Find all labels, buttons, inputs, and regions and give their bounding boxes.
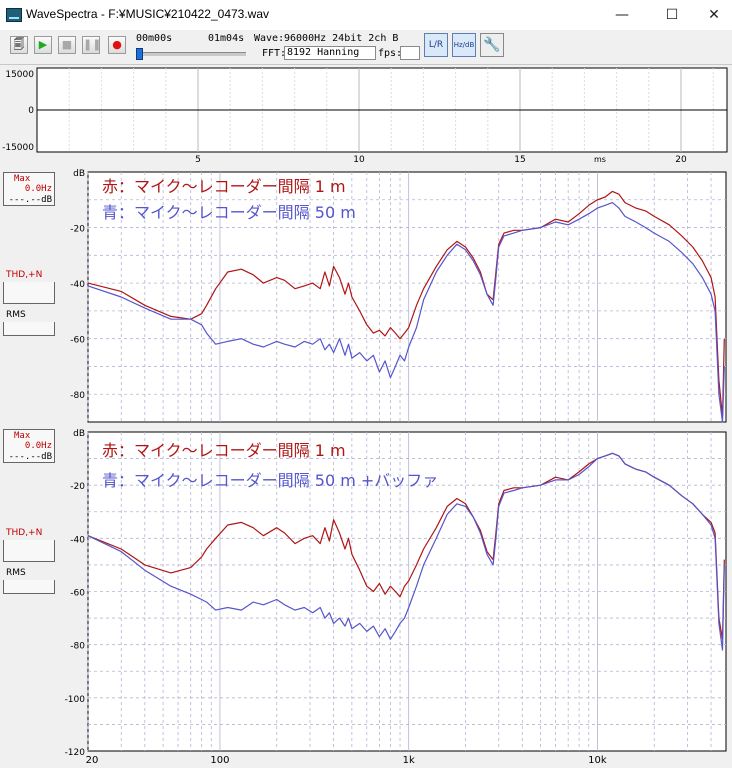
max-hz-1: 0.0Hz — [24, 184, 52, 194]
thd-box-2 — [3, 540, 55, 562]
app-icon — [6, 8, 22, 22]
spectrum-plot-area-1 — [87, 171, 727, 423]
spectrum-x-tick-label: 100 — [210, 755, 229, 766]
hz-db-button[interactable]: Hz/dB — [452, 33, 476, 57]
spectrum-y-tick-label: -60 — [70, 589, 85, 599]
legend-blue-1: 青：マイク～レコーダー間隔 50 m — [102, 203, 356, 222]
wrench-icon: 🔧 — [483, 37, 501, 53]
spectrum-y-tick-label: dB — [73, 429, 85, 439]
max-db-2: ---.--dB — [8, 452, 52, 462]
wave-y-tick-max: 15000 — [5, 70, 34, 80]
position-slider-thumb[interactable] — [136, 48, 143, 60]
spectrum-x-tick-label: 10k — [588, 755, 607, 766]
minimize-button[interactable]: — — [615, 7, 629, 23]
max-db-1: ---.--dB — [8, 195, 52, 205]
blue-spectrum-trace — [87, 452, 725, 651]
open-icon: 🗐 — [13, 38, 25, 51]
spectrum-x-tick-label: 1k — [403, 755, 415, 766]
spectrum-traces-1 — [87, 190, 725, 423]
wave-x-tick-5: 5 — [195, 155, 201, 165]
wave-info: 96000Hz 24bit 2ch B — [284, 33, 399, 44]
spectrum-x-tick-label: 20 — [86, 755, 99, 766]
spectrum-y-axis-1: dB -20 -40 -60 -80 — [70, 169, 85, 401]
thd-label-2: THD,+N — [6, 528, 43, 538]
fps-label: fps: — [378, 48, 403, 59]
record-button[interactable]: ● — [108, 36, 126, 54]
play-icon: ▶ — [38, 38, 48, 51]
spectrum-y-tick-label: -40 — [70, 280, 85, 290]
spectrum-y-tick-label: dB — [73, 169, 85, 179]
wave-y-tick-min: -15000 — [2, 143, 34, 153]
waveform-view[interactable]: 15000 0 -15000 5 10 15 ms 20 — [0, 64, 732, 168]
spectrum-x-axis-2: 20 100 1k 10k — [86, 755, 607, 766]
settings-button[interactable]: 🔧 — [480, 33, 504, 57]
max-label-2: Max — [14, 431, 31, 441]
close-button[interactable]: ✕ — [708, 7, 720, 23]
position-slider-track[interactable] — [136, 52, 246, 56]
spectrum-y-tick-label: -120 — [65, 748, 86, 758]
wave-x-tick-20: 20 — [675, 155, 687, 165]
wave-x-unit: ms — [594, 155, 606, 164]
thd-box-1 — [3, 282, 55, 304]
open-file-button[interactable]: 🗐 — [10, 36, 28, 54]
spectrum-panel-2[interactable]: dB -20 -40 -60 -80 -100 -120 20 100 1k 10k 赤：マイク～… — [58, 426, 732, 768]
spectrum-y-tick-label: -20 — [70, 225, 85, 235]
title-bar: WaveSpectra - F:¥MUSIC¥210422_0473.wav —… — [0, 0, 732, 30]
stop-icon: ■ — [61, 38, 73, 51]
max-readout-1: Max 0.0Hz ---.--dB — [3, 172, 55, 206]
legend-blue-2: 青：マイク～レコーダー間隔 50 m +バッファ — [102, 471, 438, 490]
spectrum-panel-1[interactable]: dB -20 -40 -60 -80 赤：マイク～レコーダー間隔 1 m 青：マイク～レ… — [58, 168, 732, 426]
blue-spectrum-trace — [87, 202, 725, 423]
pause-button[interactable]: ❚❚ — [82, 36, 102, 54]
spectrum-y-tick-label: -20 — [70, 482, 85, 492]
wave-y-tick-zero: 0 — [28, 106, 34, 116]
spectrum-y-tick-label: -40 — [70, 535, 85, 545]
fft-label: FFT: — [262, 48, 287, 59]
rms-label-1: RMS — [6, 310, 26, 320]
record-icon: ● — [112, 38, 122, 51]
time-end: 01m04s — [208, 33, 245, 44]
spectrum-grid-1 — [87, 172, 726, 422]
wave-label: Wave: — [254, 33, 285, 44]
fps-field — [400, 46, 420, 60]
fft-select[interactable]: 8192 Hanning — [284, 46, 376, 60]
rms-label-2: RMS — [6, 568, 26, 578]
spectrum-y-tick-label: -80 — [70, 391, 85, 401]
spectrum-y-axis-2: dB -20 -40 -60 -80 -100 -120 — [65, 429, 86, 758]
rms-box-1 — [3, 322, 55, 336]
legend-red-2: 赤：マイク～レコーダー間隔 1 m — [102, 441, 346, 460]
maximize-button[interactable]: ☐ — [665, 7, 679, 23]
pause-icon: ❚❚ — [83, 38, 102, 51]
spectrum-grid-2 — [87, 432, 726, 751]
wave-x-tick-10: 10 — [353, 155, 365, 165]
max-readout-2: Max 0.0Hz ---.--dB — [3, 429, 55, 463]
max-label-1: Max — [14, 174, 31, 184]
legend-red-1: 赤：マイク～レコーダー間隔 1 m — [102, 177, 346, 196]
play-button[interactable]: ▶ — [34, 36, 52, 54]
hz-db-icon: Hz/dB — [453, 41, 475, 49]
rms-box-2 — [3, 580, 55, 594]
spectrum-y-tick-label: -80 — [70, 642, 85, 652]
lr-button[interactable]: L/R — [424, 33, 448, 57]
stop-button[interactable]: ■ — [58, 36, 76, 54]
lr-icon: L/R — [428, 40, 444, 50]
max-hz-2: 0.0Hz — [24, 441, 52, 451]
window-title: WaveSpectra - F:¥MUSIC¥210422_0473.wav — [26, 7, 270, 21]
red-spectrum-trace — [87, 190, 725, 417]
wave-x-tick-15: 15 — [514, 155, 525, 165]
spectrum-y-tick-label: -60 — [70, 336, 85, 346]
spectrum-y-tick-label: -100 — [65, 695, 86, 705]
thd-label-1: THD,+N — [6, 270, 43, 280]
spectrum-traces-2 — [87, 452, 725, 651]
time-start: 00m00s — [136, 33, 173, 44]
